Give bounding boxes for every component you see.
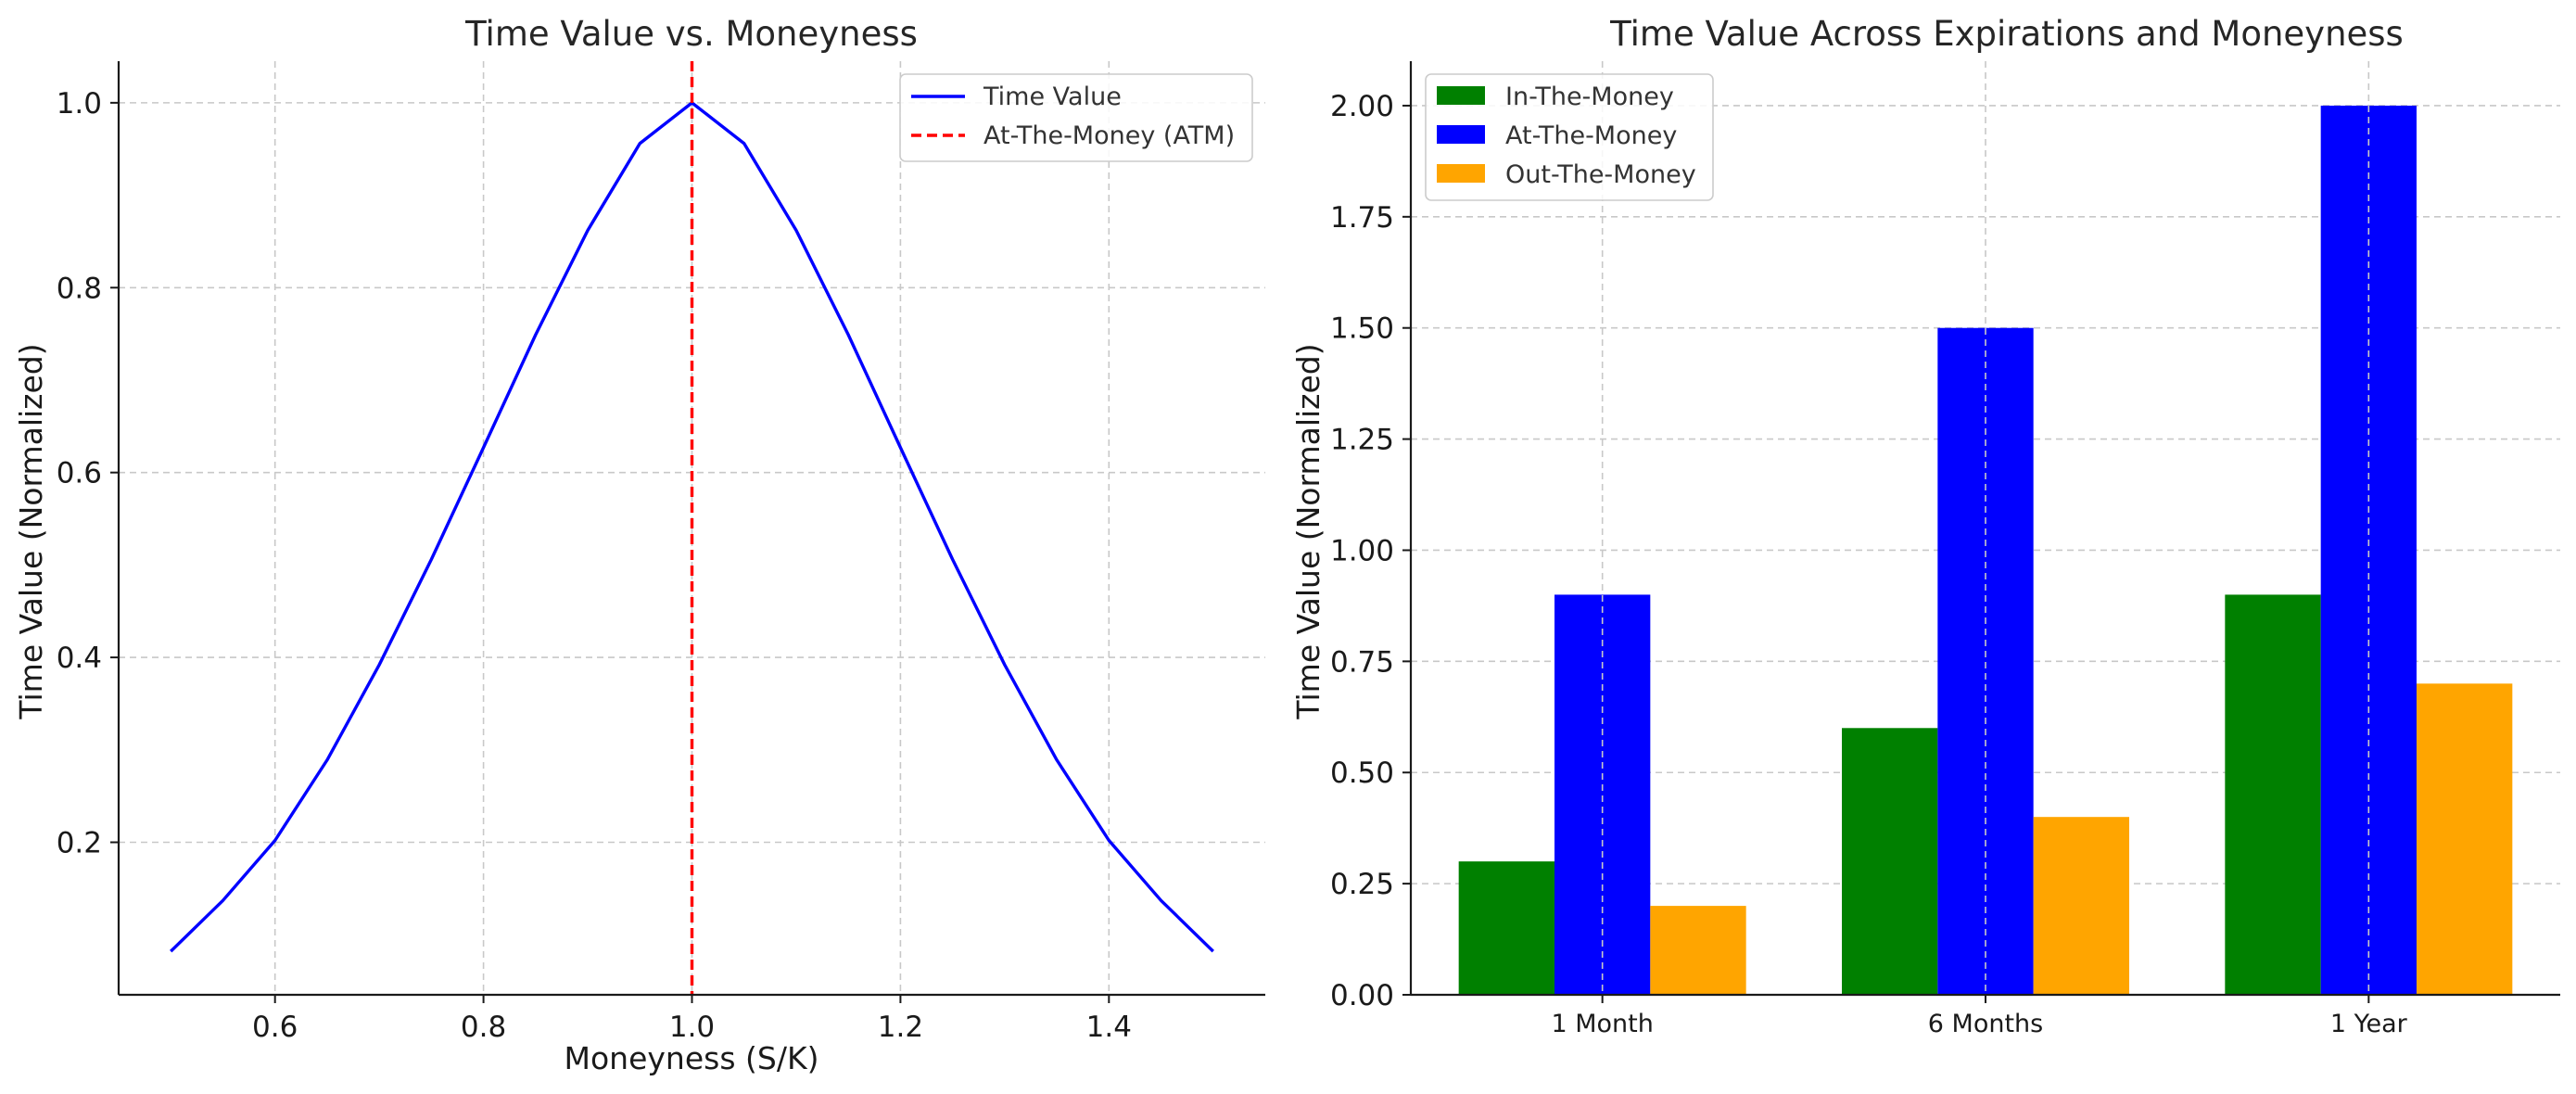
y-tick-label: 1.0 [57, 87, 102, 121]
y-tick-label: 1.50 [1330, 312, 1394, 346]
legend-label-at-the-money: At-The-Money [1505, 121, 1677, 150]
bar-chart-y-axis-label: Time Value (Normalized) [1290, 343, 1326, 719]
y-tick-label: 0.50 [1330, 757, 1394, 790]
y-tick-label: 0.8 [57, 272, 102, 305]
x-tick-label: 0.6 [252, 1011, 298, 1044]
bar-in-the-money [2225, 594, 2321, 995]
line-chart-legend: Time Value At-The-Money (ATM) [899, 73, 1253, 162]
category-label: 1 Month [1551, 1010, 1653, 1038]
bar-chart-legend-box [1425, 73, 1714, 201]
bar-out-the-money [1650, 906, 1746, 995]
x-tick-label: 1.4 [1086, 1011, 1132, 1044]
bar-chart-x-ticks: 1 Month 6 Months 1 Year [1551, 995, 2408, 1038]
y-tick-label: 0.6 [57, 457, 102, 490]
y-tick-label: 0.00 [1330, 979, 1394, 1012]
bar-out-the-money [2417, 683, 2513, 995]
legend-label-atm: At-The-Money (ATM) [983, 121, 1235, 150]
legend-label-out-the-money: Out-The-Money [1505, 160, 1696, 189]
line-chart-y-ticks: 0.2 0.4 0.6 0.8 1.0 [57, 87, 119, 859]
y-tick-label: 1.75 [1330, 201, 1394, 235]
legend-label-time-value: Time Value [983, 83, 1122, 111]
line-chart-plot-area [170, 61, 1214, 995]
bar-at-the-money [1937, 327, 2034, 995]
line-chart-x-axis-label: Moneyness (S/K) [565, 1040, 819, 1076]
legend-label-in-the-money: In-The-Money [1505, 83, 1674, 111]
y-tick-label: 0.75 [1330, 645, 1394, 679]
line-chart-panel: Time Value vs. Moneyness 0.6 0.8 1.0 1.2 1.4… [13, 14, 1265, 1076]
bar-chart-y-ticks: 0.00 0.25 0.50 0.75 1.00 1.25 1.50 1.75 2.00 [1330, 90, 1411, 1012]
line-chart-y-axis-label: Time Value (Normalized) [13, 343, 49, 719]
y-tick-label: 0.25 [1330, 868, 1394, 901]
category-label: 6 Months [1928, 1010, 2043, 1038]
y-tick-label: 0.2 [57, 826, 102, 859]
category-label: 1 Year [2330, 1010, 2408, 1038]
x-tick-label: 0.8 [461, 1011, 506, 1044]
bar-in-the-money [1842, 728, 1938, 995]
y-tick-label: 1.25 [1330, 424, 1394, 457]
legend-swatch-in-the-money [1437, 86, 1485, 105]
bar-chart-legend: In-The-Money At-The-Money Out-The-Money [1425, 73, 1714, 201]
bar-at-the-money [2320, 105, 2417, 995]
bar-in-the-money [1458, 861, 1554, 995]
bar-chart-title: Time Value Across Expirations and Moneyn… [1609, 14, 2404, 54]
x-tick-label: 1.2 [878, 1011, 923, 1044]
line-chart-x-ticks: 0.6 0.8 1.0 1.2 1.4 [252, 995, 1132, 1044]
x-tick-label: 1.0 [669, 1011, 715, 1044]
legend-swatch-at-the-money [1437, 125, 1485, 144]
y-tick-label: 1.00 [1330, 534, 1394, 567]
line-chart-title: Time Value vs. Moneyness [464, 14, 918, 54]
line-chart-legend-box [899, 73, 1253, 162]
y-tick-label: 0.4 [57, 642, 102, 675]
bar-chart-panel: Time Value Across Expirations and Moneyn… [1290, 14, 2560, 1038]
bar-out-the-money [2033, 817, 2129, 995]
bar-at-the-money [1554, 594, 1651, 995]
y-tick-label: 2.00 [1330, 90, 1394, 123]
legend-swatch-out-the-money [1437, 164, 1485, 183]
